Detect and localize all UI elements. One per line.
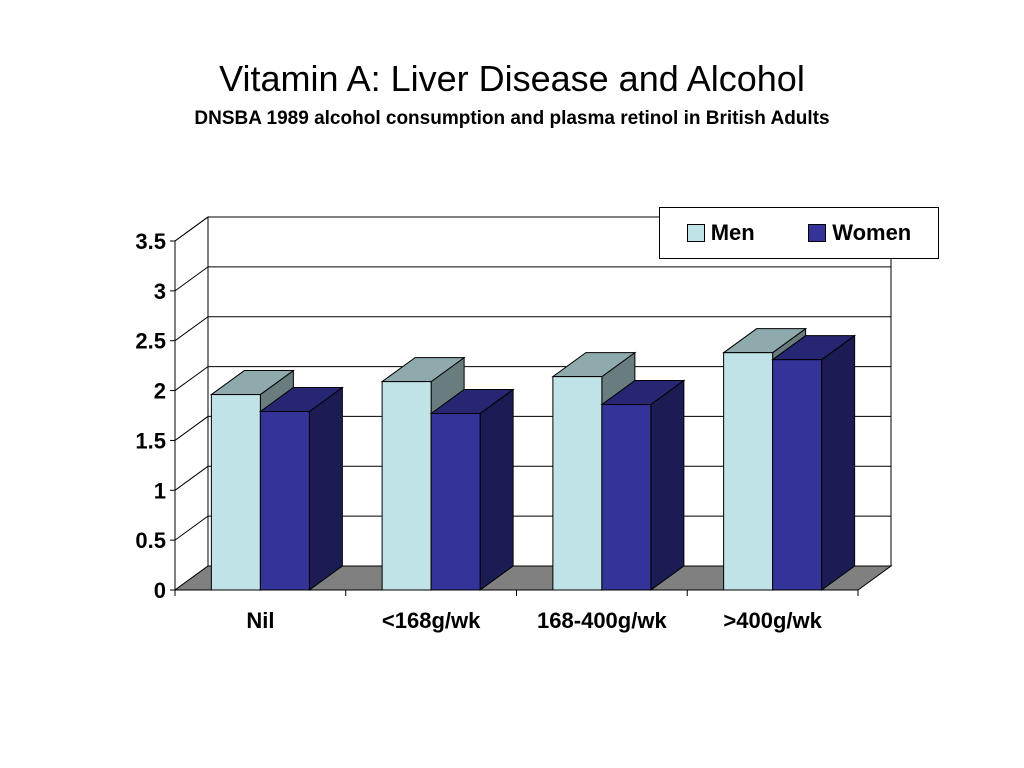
bar-women-1 bbox=[258, 386, 344, 591]
y-tick-label: 1 bbox=[154, 478, 166, 503]
bar-front bbox=[381, 381, 432, 591]
y-tick-label: 3 bbox=[154, 279, 166, 304]
bar-front bbox=[723, 352, 774, 591]
bar-side bbox=[821, 334, 856, 591]
y-tick-label: 1.5 bbox=[135, 428, 166, 453]
gridline bbox=[174, 316, 891, 342]
chart-side-wall bbox=[174, 216, 209, 591]
legend-label-women: Women bbox=[832, 220, 912, 245]
legend-item-men: Men bbox=[686, 220, 755, 246]
x-tick-label: >400g/wk bbox=[723, 608, 822, 633]
legend-swatch-women bbox=[808, 224, 827, 242]
bar-side bbox=[479, 388, 514, 591]
y-tick-label: 3.5 bbox=[135, 229, 166, 254]
bar-side bbox=[650, 379, 685, 591]
bar-front bbox=[430, 413, 481, 591]
bar-front bbox=[552, 376, 603, 591]
x-tick-label: <168g/wk bbox=[382, 608, 481, 633]
x-tick-label: 168-400g/wk bbox=[537, 608, 667, 633]
bar-front bbox=[210, 394, 261, 591]
bar-women-4 bbox=[771, 334, 857, 591]
bar-front bbox=[259, 411, 310, 591]
bar-front bbox=[772, 359, 823, 591]
legend-swatch-men bbox=[686, 224, 705, 242]
bar-women-3 bbox=[600, 379, 686, 591]
y-tick-label: 2.5 bbox=[135, 329, 166, 354]
x-tick-label: Nil bbox=[246, 608, 274, 633]
y-axis: 0 0.5 1 1.5 2 2.5 3 3.5 bbox=[135, 229, 176, 603]
gridline bbox=[174, 366, 891, 391]
y-tick-label: 0.5 bbox=[135, 528, 166, 553]
y-tick-label: 2 bbox=[154, 379, 166, 404]
bar-front bbox=[601, 404, 652, 591]
y-tick-label: 0 bbox=[154, 578, 166, 603]
bar-women-2 bbox=[429, 388, 515, 591]
bar-side bbox=[308, 386, 343, 591]
legend: Men Women bbox=[659, 207, 939, 259]
legend-label-men: Men bbox=[710, 220, 755, 245]
bars bbox=[209, 327, 857, 591]
slide-subtitle: DNSBA 1989 alcohol consumption and plasm… bbox=[194, 108, 830, 129]
slide-title: Vitamin A: Liver Disease and Alcohol bbox=[219, 58, 805, 99]
legend-item-women: Women bbox=[808, 220, 911, 246]
gridline bbox=[174, 266, 891, 292]
x-axis: Nil <168g/wk 168-400g/wk >400g/wk bbox=[174, 589, 859, 633]
